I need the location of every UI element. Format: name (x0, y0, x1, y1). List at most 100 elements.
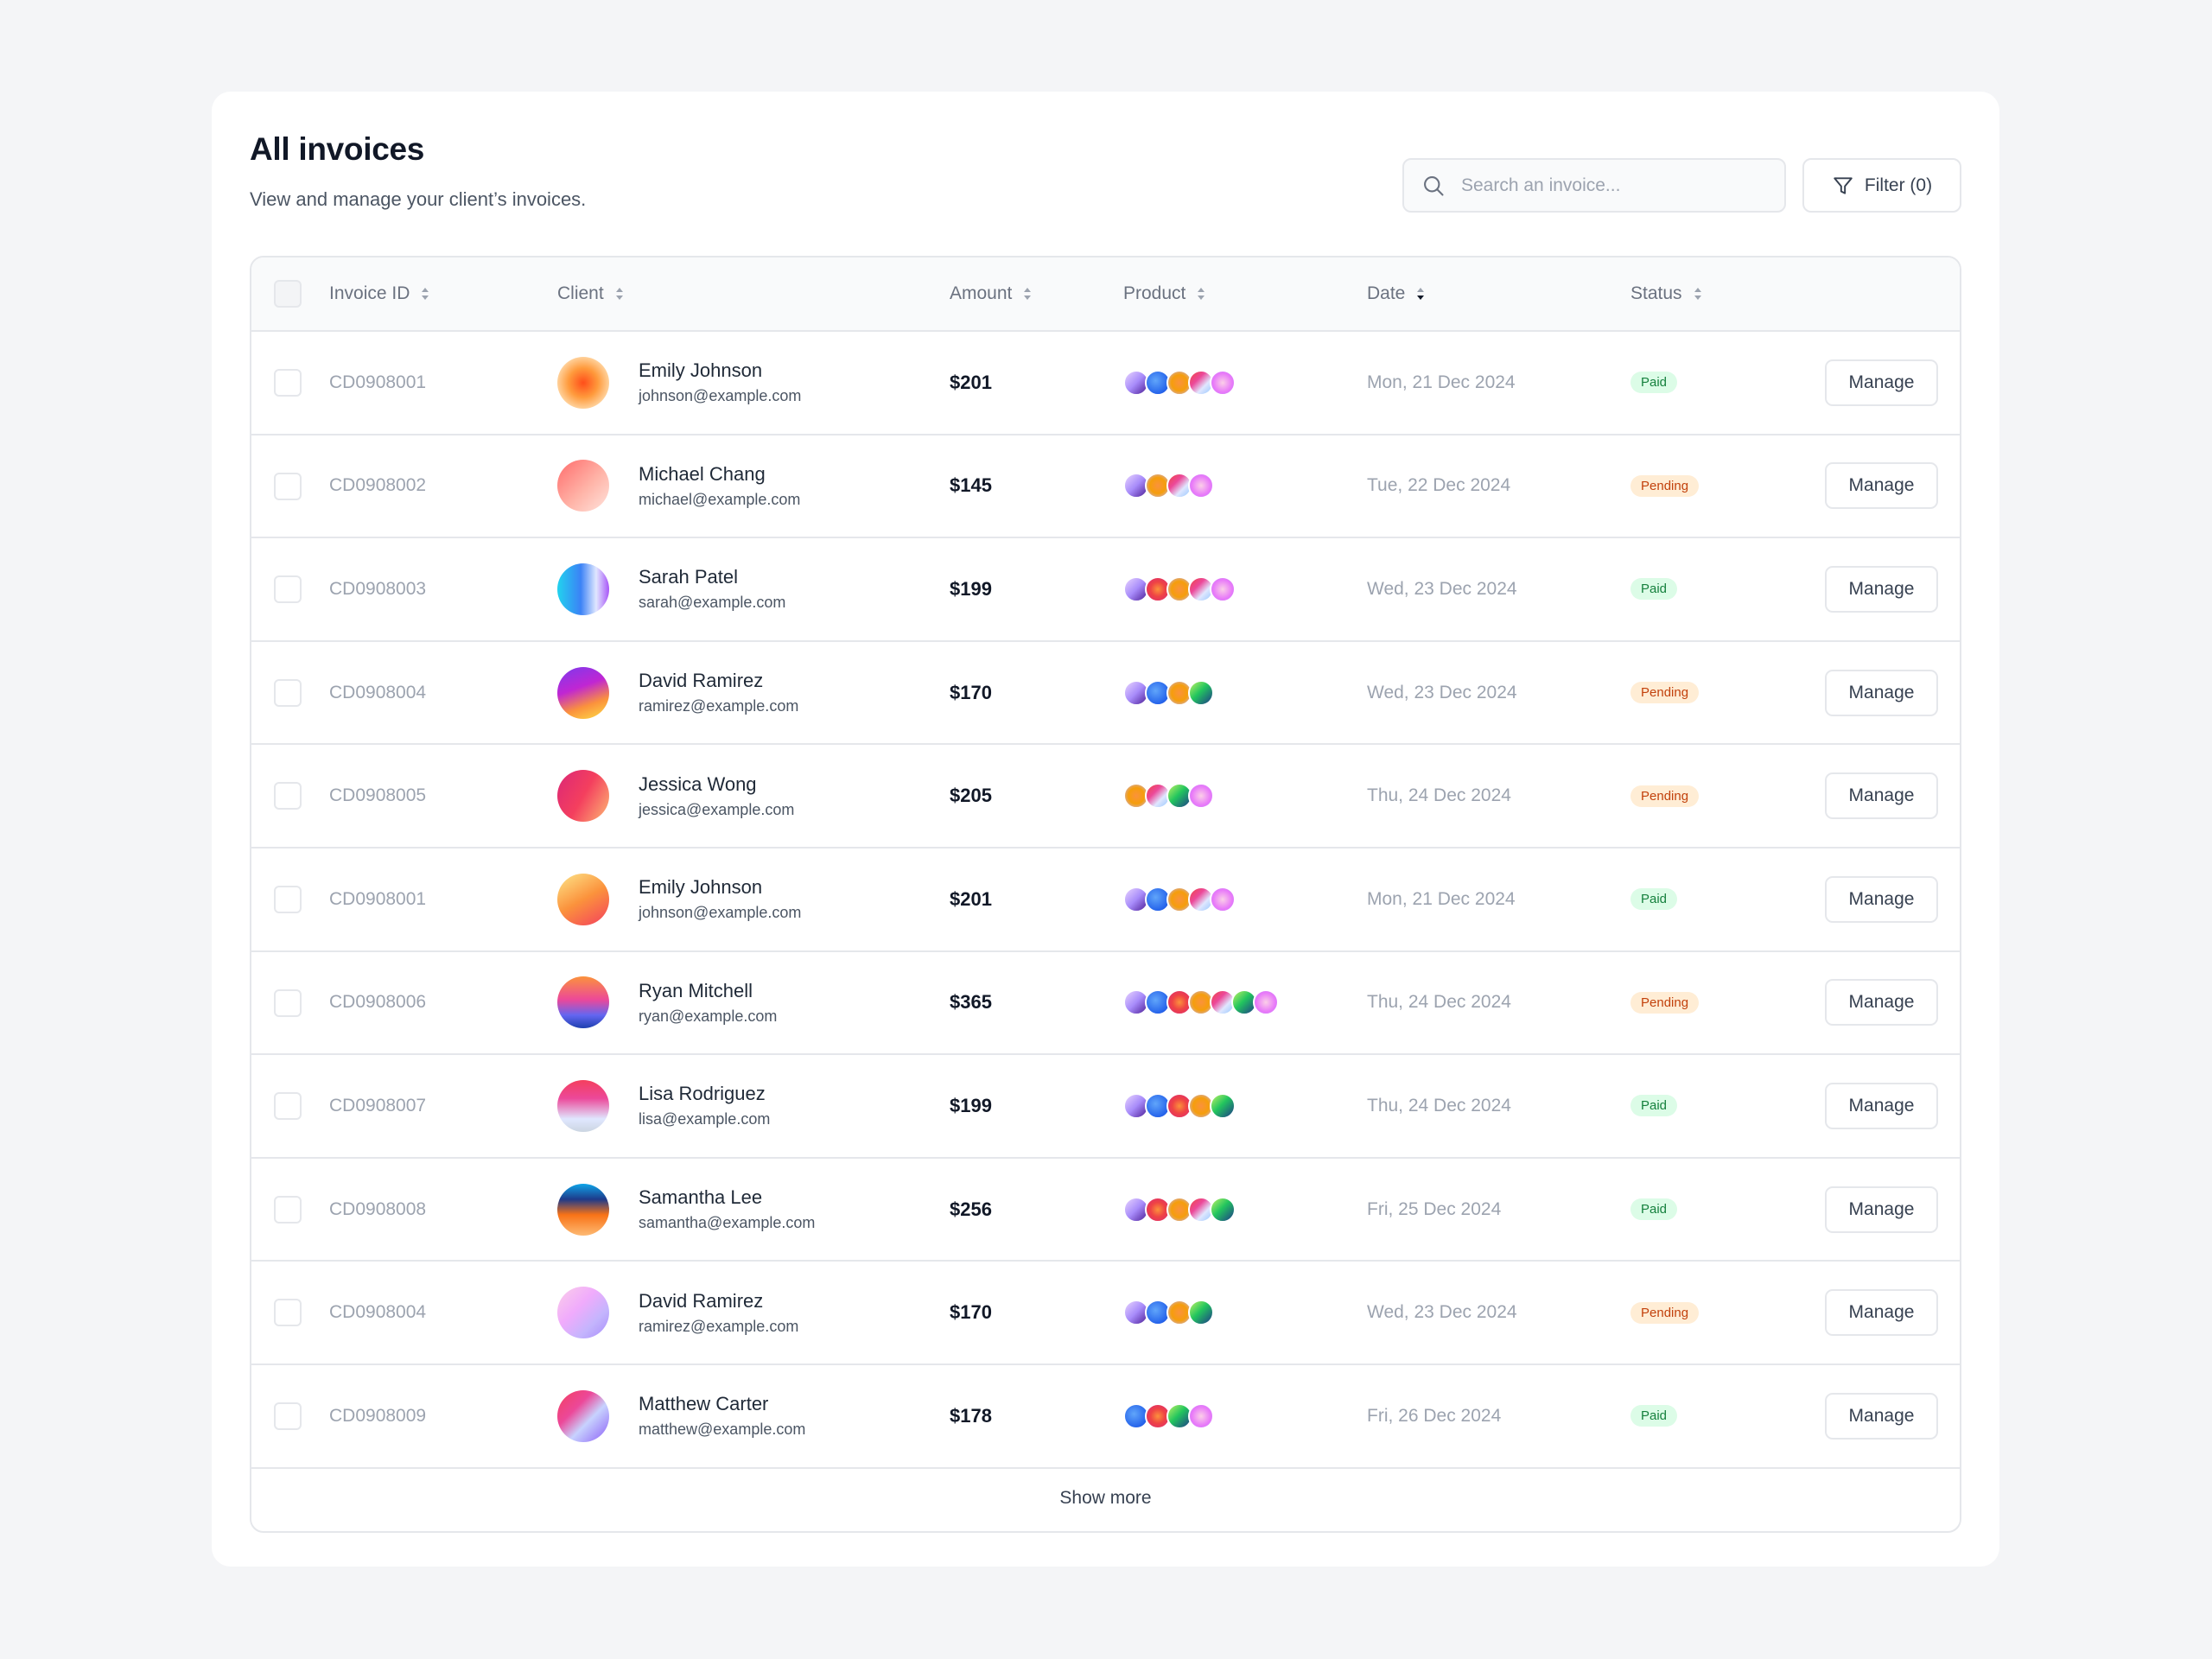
sort-icon (1198, 288, 1205, 300)
table-row: CD0908005 Jessica Wong jessica@example.com… (251, 745, 1960, 849)
filter-icon (1834, 176, 1853, 194)
status-badge: Paid (1630, 1095, 1678, 1117)
row-checkbox[interactable] (274, 1195, 302, 1224)
row-checkbox[interactable] (274, 472, 302, 500)
manage-button[interactable]: Manage (1825, 359, 1938, 406)
manage-button[interactable]: Manage (1825, 1289, 1938, 1337)
product-icon (1145, 369, 1171, 396)
status-cell: Paid (1630, 1365, 1678, 1467)
manage-button[interactable]: Manage (1825, 979, 1938, 1027)
invoice-id: CD0908004 (329, 1302, 427, 1323)
client-email: johnson@example.com (639, 387, 802, 405)
invoice-date: Mon, 21 Dec 2024 (1367, 888, 1516, 909)
client-cell: Matthew Carter matthew@example.com (557, 1365, 805, 1467)
row-checkbox[interactable] (274, 1299, 302, 1327)
table-row: CD0908009 Matthew Carter matthew@example.c… (251, 1365, 1960, 1469)
manage-cell: Manage (1825, 1262, 1938, 1363)
status-badge: Paid (1630, 372, 1678, 394)
column-header-amount[interactable]: Amount (950, 257, 1033, 330)
column-header-date[interactable]: Date (1367, 257, 1426, 330)
invoice-id: CD0908002 (329, 475, 427, 496)
manage-button[interactable]: Manage (1825, 565, 1938, 613)
status-badge: Paid (1630, 1198, 1678, 1221)
manage-button[interactable]: Manage (1825, 1392, 1938, 1440)
row-checkbox[interactable] (274, 782, 302, 810)
manage-button[interactable]: Manage (1825, 462, 1938, 510)
product-icon (1210, 369, 1236, 396)
row-checkbox[interactable] (274, 1402, 302, 1430)
product-icons (1123, 1159, 1236, 1261)
client-email: ramirez@example.com (639, 1317, 799, 1335)
status-cell: Pending (1630, 435, 1700, 537)
client-name: David Ramirez (639, 1289, 764, 1312)
search-box[interactable] (1402, 158, 1786, 213)
client-name: Emily Johnson (639, 359, 763, 382)
invoice-id: CD0908001 (329, 888, 427, 909)
product-icons (1123, 332, 1236, 434)
product-icon (1145, 1092, 1171, 1119)
invoice-amount: $256 (950, 1198, 992, 1220)
show-more-button[interactable]: Show more (1059, 1487, 1152, 1508)
status-badge: Pending (1630, 1301, 1700, 1324)
table-row: CD0908008 Samantha Lee samantha@example.co… (251, 1159, 1960, 1262)
client-name: Lisa Rodriguez (639, 1083, 766, 1105)
status-cell: Pending (1630, 745, 1700, 847)
column-header-invoice-id[interactable]: Invoice ID (329, 257, 430, 330)
row-checkbox[interactable] (274, 678, 302, 707)
product-icon (1188, 1300, 1214, 1326)
table-row: CD0908006 Ryan Mitchell ryan@example.com $3… (251, 952, 1960, 1056)
invoice-date: Thu, 24 Dec 2024 (1367, 785, 1511, 806)
avatar (557, 666, 609, 719)
table-row: CD0908007 Lisa Rodriguez lisa@example.com $… (251, 1055, 1960, 1159)
client-email: johnson@example.com (639, 904, 802, 922)
status-badge: Pending (1630, 682, 1700, 704)
product-icons (1123, 1055, 1236, 1157)
manage-button[interactable]: Manage (1825, 772, 1938, 820)
manage-button[interactable]: Manage (1825, 1082, 1938, 1129)
product-icon (1188, 783, 1214, 810)
row-checkbox[interactable] (274, 575, 302, 604)
client-email: jessica@example.com (639, 800, 795, 818)
invoice-amount: $205 (950, 785, 992, 807)
product-icons (1123, 952, 1279, 1054)
status-badge: Paid (1630, 1405, 1678, 1427)
manage-button[interactable]: Manage (1825, 875, 1938, 923)
manage-cell: Manage (1825, 435, 1938, 537)
client-name: Emily Johnson (639, 876, 763, 899)
filter-button[interactable]: Filter (0) (1802, 158, 1961, 213)
row-checkbox[interactable] (274, 1092, 302, 1121)
row-checkbox[interactable] (274, 369, 302, 397)
select-all-checkbox[interactable] (274, 280, 302, 308)
column-header-status[interactable]: Status (1630, 257, 1703, 330)
product-icons (1123, 538, 1236, 640)
column-header-product[interactable]: Product (1123, 257, 1206, 330)
status-badge: Pending (1630, 785, 1700, 807)
manage-cell: Manage (1825, 1365, 1938, 1467)
row-checkbox[interactable] (274, 988, 302, 1017)
avatar (557, 1287, 609, 1339)
column-header-client[interactable]: Client (557, 257, 625, 330)
invoice-id: CD0908008 (329, 1198, 427, 1219)
manage-cell: Manage (1825, 849, 1938, 950)
table-row: CD0908004 David Ramirez ramirez@example.co… (251, 1262, 1960, 1365)
invoice-amount: $178 (950, 1404, 992, 1427)
avatar (557, 460, 609, 512)
invoice-amount: $201 (950, 887, 992, 910)
sort-icon (422, 288, 429, 300)
row-checkbox[interactable] (274, 885, 302, 913)
page-subtitle: View and manage your client’s invoices. (250, 188, 587, 210)
client-cell: Michael Chang michael@example.com (557, 435, 800, 537)
manage-button[interactable]: Manage (1825, 669, 1938, 716)
table-header: Invoice ID Client Amount Product Date St… (251, 257, 1960, 332)
manage-cell: Manage (1825, 745, 1938, 847)
sort-descending-icon (1417, 288, 1425, 300)
status-cell: Pending (1630, 642, 1700, 744)
invoice-id: CD0908009 (329, 1405, 427, 1426)
invoice-date: Thu, 24 Dec 2024 (1367, 992, 1511, 1013)
search-input[interactable] (1461, 175, 1772, 196)
manage-button[interactable]: Manage (1825, 1185, 1938, 1233)
client-name: Ryan Mitchell (639, 979, 753, 1001)
client-cell: Emily Johnson johnson@example.com (557, 332, 801, 434)
client-cell: David Ramirez ramirez@example.com (557, 1262, 798, 1363)
invoice-date: Fri, 25 Dec 2024 (1367, 1198, 1502, 1219)
